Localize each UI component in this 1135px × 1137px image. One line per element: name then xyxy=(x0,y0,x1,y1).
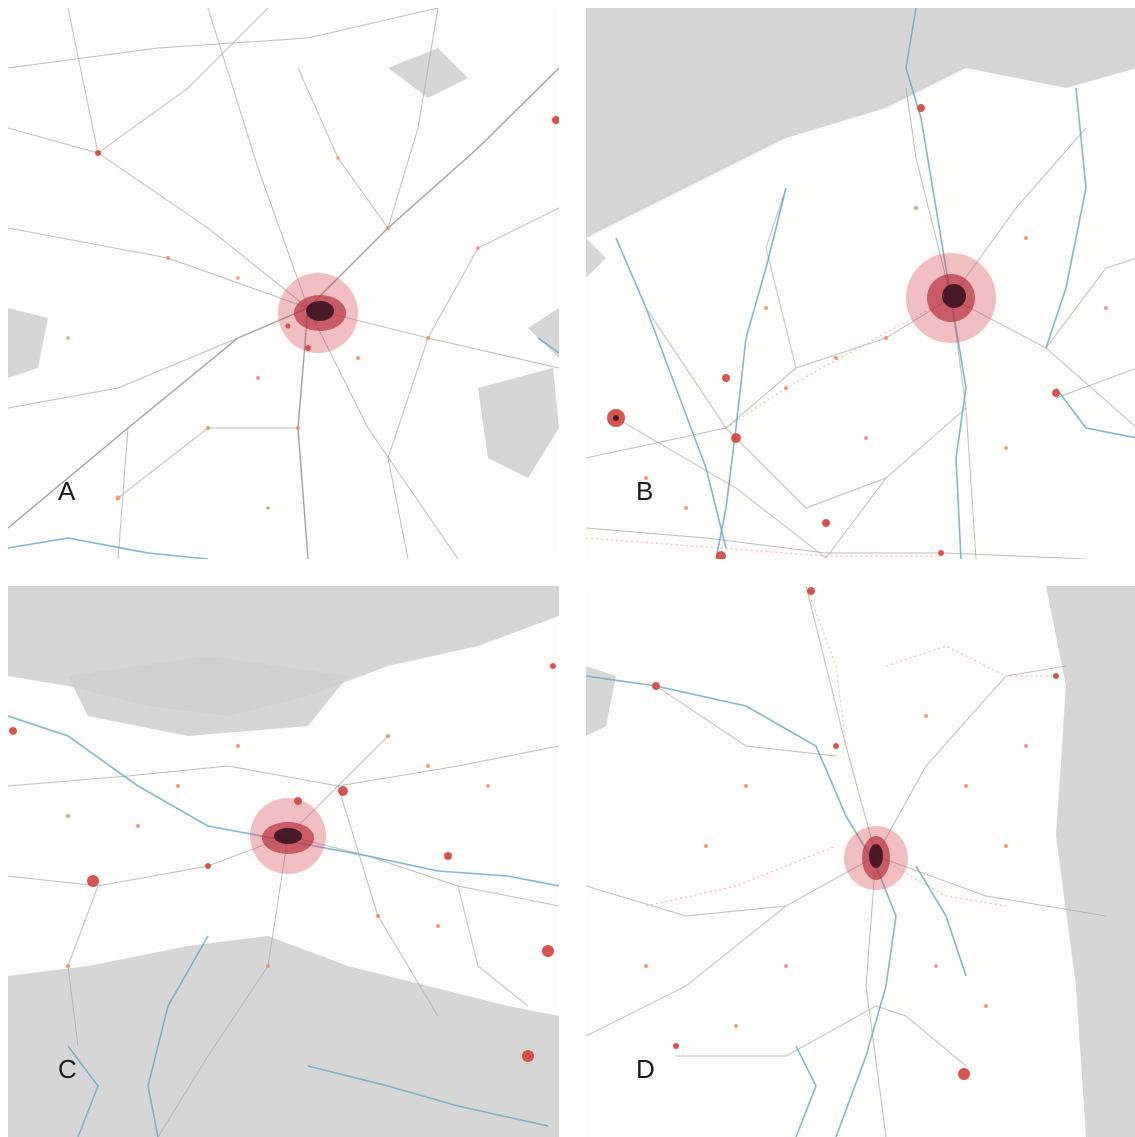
panel-label-d: D xyxy=(636,1054,655,1084)
rail-lines xyxy=(586,297,952,557)
panel-label-b: B xyxy=(636,476,654,506)
river-network xyxy=(615,8,1135,559)
map-panel-a: A xyxy=(8,8,559,559)
road-network xyxy=(586,87,1135,559)
river-network xyxy=(586,675,967,1137)
map-panel-d: D xyxy=(586,586,1135,1137)
road-network xyxy=(8,8,559,559)
terrain-relief xyxy=(8,586,559,1137)
settlements xyxy=(9,663,556,1062)
major-city-c xyxy=(250,798,326,874)
settlements xyxy=(66,116,559,510)
rail-lines xyxy=(645,586,1056,907)
river-network xyxy=(8,337,559,559)
map-panel-c-graphic xyxy=(8,586,559,1137)
major-city-d xyxy=(844,826,908,890)
settlements xyxy=(607,104,1108,559)
settlements xyxy=(644,587,1059,1080)
map-panel-b-graphic xyxy=(586,8,1135,559)
panel-label-c: C xyxy=(58,1054,77,1084)
map-panel-d-graphic xyxy=(586,586,1135,1137)
map-panel-a-graphic xyxy=(8,8,559,559)
map-panel-c: C xyxy=(8,586,559,1137)
major-city-b xyxy=(906,253,996,343)
terrain-relief xyxy=(8,48,559,478)
panel-label-a: A xyxy=(58,476,76,506)
terrain-relief xyxy=(586,8,1135,278)
major-city-a xyxy=(278,273,358,353)
map-panel-b: B xyxy=(586,8,1135,559)
road-network xyxy=(586,586,1107,1137)
terrain-relief xyxy=(586,586,1135,1137)
road-network xyxy=(8,735,559,1137)
